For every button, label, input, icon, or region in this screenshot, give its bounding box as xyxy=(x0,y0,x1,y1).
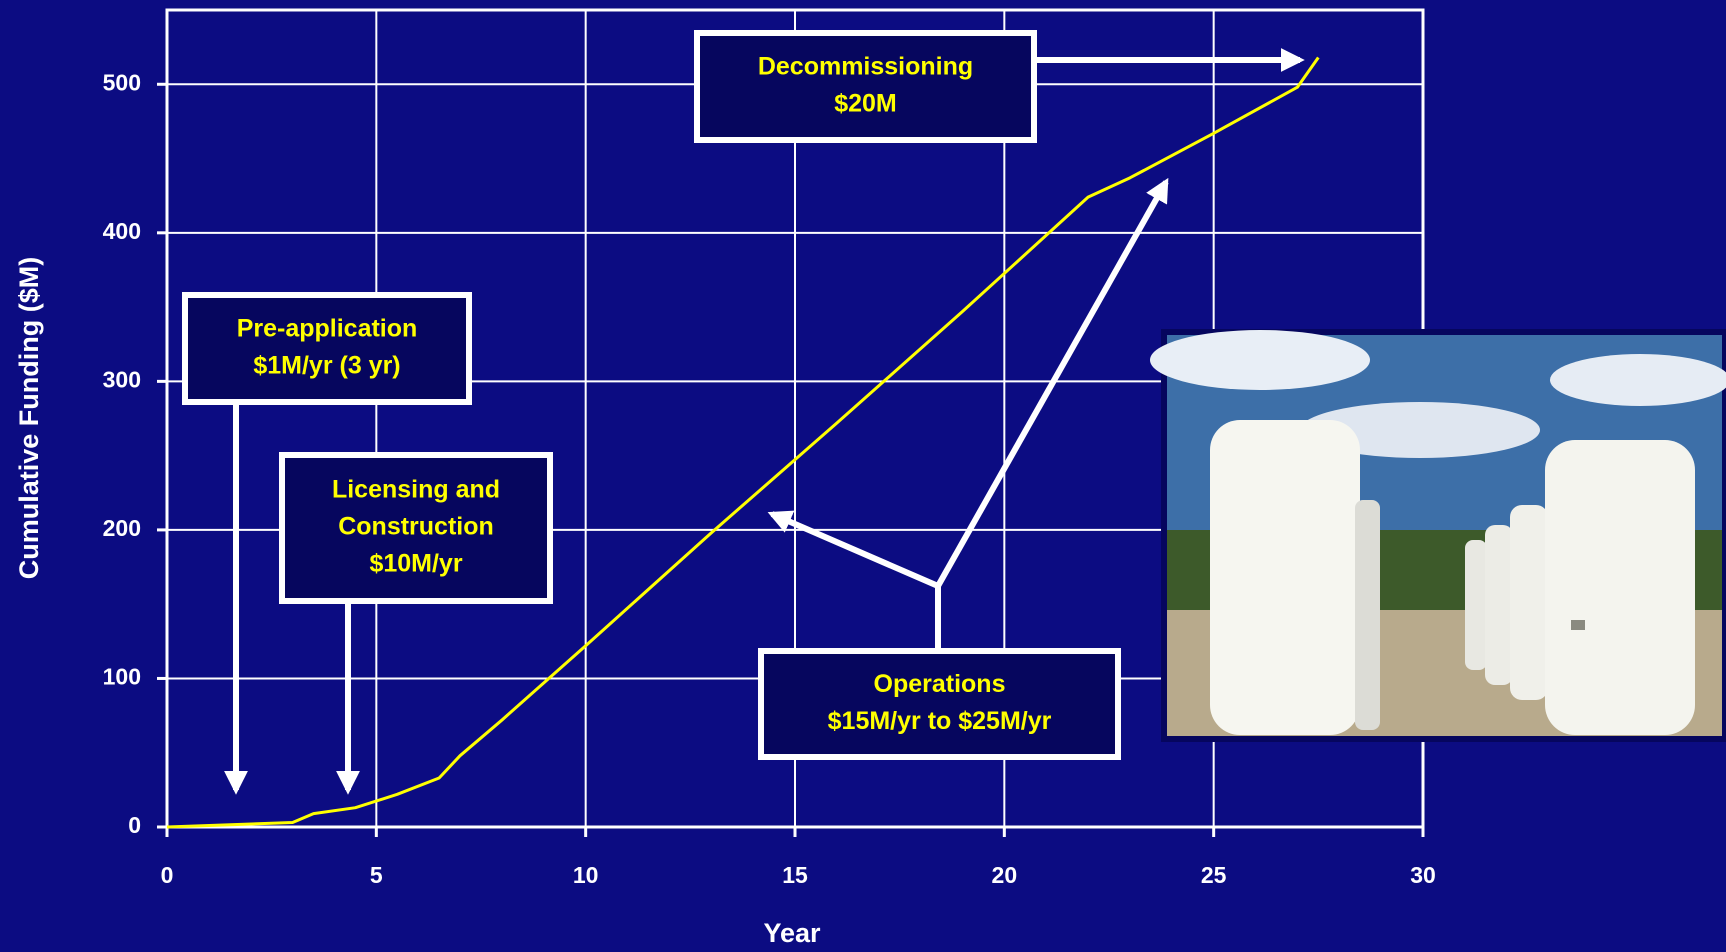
y-tick-label: 400 xyxy=(103,218,141,244)
annotation-text: $15M/yr to $25M/yr xyxy=(828,707,1052,735)
y-axis-title: Cumulative Funding ($M) xyxy=(14,257,44,579)
cask-photo xyxy=(1150,330,1726,739)
annotation-text: $1M/yr (3 yr) xyxy=(253,352,400,380)
y-tick-label: 300 xyxy=(103,366,141,392)
annotation-box xyxy=(761,651,1118,757)
annotation-text: Construction xyxy=(338,513,494,541)
x-tick-label: 5 xyxy=(370,862,383,888)
chart: 0510152025300100200300400500 Decommissio… xyxy=(0,0,1726,952)
y-tick-label: 100 xyxy=(103,664,141,690)
annotation-text: $20M xyxy=(834,90,897,118)
x-tick-label: 10 xyxy=(573,862,599,888)
y-tick-label: 200 xyxy=(103,515,141,541)
x-tick-label: 15 xyxy=(782,862,808,888)
x-tick-label: 20 xyxy=(992,862,1018,888)
annotation-text: Pre-application xyxy=(237,315,418,343)
annotation-box xyxy=(185,295,469,402)
x-tick-label: 25 xyxy=(1201,862,1227,888)
annotation-text: Decommissioning xyxy=(758,53,973,81)
y-tick-label: 0 xyxy=(128,812,141,838)
annotation-text: $10M/yr xyxy=(369,550,462,578)
x-tick-label: 30 xyxy=(1410,862,1436,888)
annotation-text: Operations xyxy=(874,670,1006,698)
x-axis-title: Year xyxy=(763,918,821,948)
x-tick-label: 0 xyxy=(161,862,174,888)
annotation-box xyxy=(697,33,1034,140)
y-tick-label: 500 xyxy=(103,69,141,95)
annotation-text: Licensing and xyxy=(332,476,500,504)
